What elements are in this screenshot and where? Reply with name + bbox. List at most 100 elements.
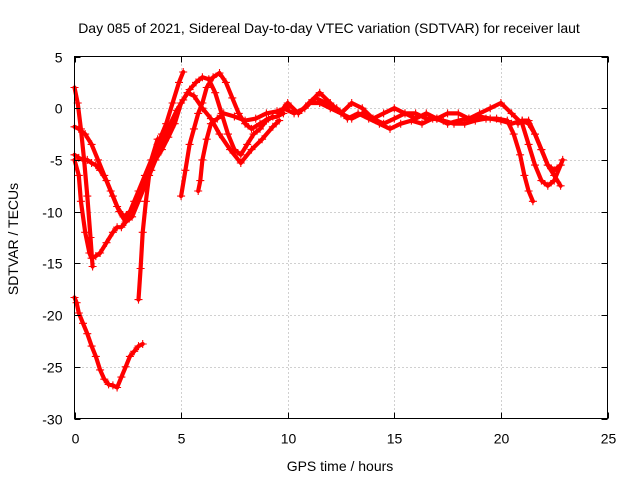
data-point-marker xyxy=(486,114,495,123)
y-tick-label: -30 xyxy=(42,412,62,428)
data-point-marker xyxy=(213,114,222,123)
data-point-marker xyxy=(221,78,230,87)
data-point-marker xyxy=(369,114,377,123)
data-point-marker xyxy=(347,99,356,107)
data-point-marker xyxy=(209,73,218,82)
data-point-marker xyxy=(130,347,139,356)
data-point-marker xyxy=(177,192,186,201)
x-tick-label: 20 xyxy=(494,431,510,447)
data-point-marker xyxy=(251,114,260,123)
data-point-marker xyxy=(215,130,224,139)
data-point-marker xyxy=(134,342,143,351)
data-point-marker xyxy=(125,352,134,361)
data-point-marker xyxy=(390,104,399,113)
data-point-marker xyxy=(337,109,345,118)
data-point-marker xyxy=(215,69,224,77)
y-tick-label: 5 xyxy=(55,50,63,66)
data-point-marker xyxy=(268,122,277,131)
data-point-marker xyxy=(74,171,83,180)
data-point-marker xyxy=(401,109,409,118)
data-point-marker xyxy=(179,68,188,76)
x-tick-label: 5 xyxy=(178,431,186,447)
y-tick-label: -10 xyxy=(42,205,62,221)
y-tick-label: -20 xyxy=(42,308,62,324)
data-point-marker xyxy=(87,140,96,149)
data-point-marker xyxy=(91,161,100,170)
data-point-marker xyxy=(475,112,484,121)
data-point-marker xyxy=(514,119,522,128)
data-point-marker xyxy=(168,99,177,107)
data-point-marker xyxy=(96,249,105,257)
y-axis-label: SDTVAR / TECUs xyxy=(5,183,21,295)
grid xyxy=(74,56,608,419)
data-point-marker xyxy=(386,124,394,133)
data-point-marker xyxy=(556,181,565,190)
data-point-marker xyxy=(83,192,92,201)
data-point-marker xyxy=(198,99,207,107)
data-point-marker xyxy=(311,93,320,102)
x-tick-label: 25 xyxy=(601,431,617,447)
data-point-marker xyxy=(181,166,190,175)
data-point-marker xyxy=(108,381,117,390)
data-point-marker xyxy=(80,155,89,164)
data-point-marker xyxy=(524,116,533,125)
data-point-marker xyxy=(162,119,171,128)
data-point-marker xyxy=(516,150,525,159)
data-point-marker xyxy=(531,130,539,139)
x-tick-label: 10 xyxy=(281,431,297,447)
data-point-marker xyxy=(94,155,102,164)
data-point-marker xyxy=(87,159,96,167)
data-point-marker xyxy=(247,124,256,133)
data-point-marker xyxy=(117,373,126,382)
data-point-marker xyxy=(496,116,505,125)
series-trace xyxy=(72,295,145,390)
data-point-marker xyxy=(262,109,271,118)
data-point-marker xyxy=(219,109,228,118)
data-point-marker xyxy=(509,130,518,139)
data-point-marker xyxy=(198,73,207,82)
data-point-marker xyxy=(117,223,126,232)
series-group xyxy=(70,68,567,392)
data-point-marker xyxy=(76,124,85,133)
data-point-marker xyxy=(206,119,215,128)
y-tick-label: -5 xyxy=(50,153,63,169)
data-point-marker xyxy=(520,171,529,180)
data-point-marker xyxy=(128,212,137,221)
data-point-marker xyxy=(136,264,145,273)
data-point-marker xyxy=(275,116,284,125)
data-point-marker xyxy=(115,207,124,216)
data-point-marker xyxy=(264,114,273,123)
data-point-marker xyxy=(375,119,384,128)
data-point-marker xyxy=(531,161,539,170)
data-point-marker xyxy=(432,114,441,123)
data-point-marker xyxy=(104,380,113,389)
data-point-marker xyxy=(211,88,220,97)
data-point-marker xyxy=(102,176,111,185)
data-point-marker xyxy=(87,342,96,351)
data-point-marker xyxy=(88,262,97,271)
data-point-marker xyxy=(537,145,546,154)
data-point-marker xyxy=(454,109,463,118)
data-point-marker xyxy=(228,93,237,102)
data-point-marker xyxy=(172,106,181,115)
data-point-marker xyxy=(236,159,245,167)
data-point-marker xyxy=(315,99,324,107)
data-point-marker xyxy=(194,187,203,195)
y-tick-label: -25 xyxy=(42,360,62,376)
data-point-marker xyxy=(153,140,162,149)
data-point-marker xyxy=(326,104,335,113)
data-point-marker xyxy=(194,109,203,118)
chart-title: Day 085 of 2021, Sidereal Day-to-day VTE… xyxy=(78,20,580,36)
data-point-marker xyxy=(73,99,82,107)
data-point-marker xyxy=(558,155,567,164)
data-point-marker xyxy=(72,298,81,307)
data-point-marker xyxy=(524,140,533,149)
data-point-marker xyxy=(102,238,111,247)
data-point-marker xyxy=(422,109,431,118)
data-point-marker xyxy=(113,383,122,392)
data-point-marker xyxy=(300,104,309,113)
data-point-marker xyxy=(202,83,211,92)
data-point-marker xyxy=(79,319,87,328)
data-point-marker xyxy=(83,329,92,338)
data-point-marker xyxy=(96,365,105,374)
